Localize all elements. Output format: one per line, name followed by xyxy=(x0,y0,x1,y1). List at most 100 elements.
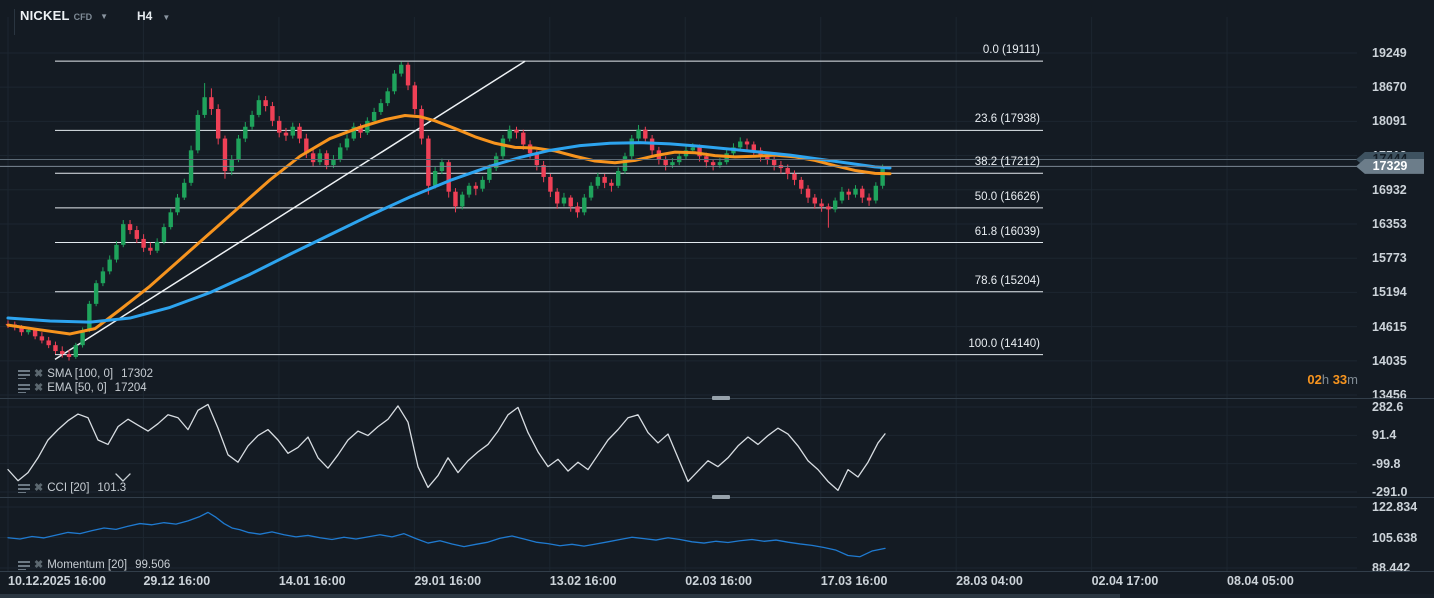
price-axis-label: 16932 xyxy=(1372,182,1407,197)
candle-body xyxy=(480,179,485,189)
candle-body xyxy=(860,188,865,198)
cci-line xyxy=(7,403,886,492)
candle-body xyxy=(582,197,587,213)
cci-label: CCI [20] xyxy=(47,482,90,494)
time-axis-label: 28.03 04:00 xyxy=(956,574,1023,588)
symbol-market-type: CFD xyxy=(73,11,93,22)
indicator-delete-icon[interactable]: ✖ xyxy=(34,381,44,394)
candle-body xyxy=(229,159,234,172)
sma-label: SMA [100, 0] xyxy=(47,368,114,380)
chevron-down-icon: ▼ xyxy=(162,12,171,22)
cci-axis-label: -291.0 xyxy=(1372,485,1408,499)
candle-body xyxy=(270,106,275,121)
candle-body xyxy=(500,138,506,157)
indicator-delete-icon[interactable]: ✖ xyxy=(34,367,44,380)
candle-body xyxy=(880,166,885,186)
timeframe-label: H4 xyxy=(137,9,153,23)
price-axis-label: 19249 xyxy=(1372,46,1407,60)
candle-body xyxy=(832,200,838,210)
candle-body xyxy=(236,138,241,160)
panel-resize-handle[interactable] xyxy=(712,495,730,499)
candle-body xyxy=(643,129,648,139)
horizontal-scrollbar[interactable] xyxy=(0,594,1434,598)
candle-body xyxy=(473,185,479,189)
candle-body xyxy=(819,203,824,207)
indicator-delete-icon[interactable]: ✖ xyxy=(34,481,44,494)
candle-body xyxy=(26,329,31,333)
candle-body xyxy=(717,162,723,166)
candle-body xyxy=(629,138,634,157)
candle-body xyxy=(66,354,72,357)
panel-resize-handle[interactable] xyxy=(712,396,730,400)
candle-body xyxy=(636,129,641,139)
indicator-row-ema: ✖ EMA [50, 0] 17204 xyxy=(18,382,147,394)
time-axis-label: 29.01 16:00 xyxy=(414,574,482,588)
fibonacci-level-label: 78.6 (15204) xyxy=(974,274,1040,287)
momentum-axis-label: 88.442 xyxy=(1372,561,1411,575)
axis-separator xyxy=(0,571,1434,572)
cci-axis-label: -99.8 xyxy=(1372,456,1401,471)
indicator-settings-icon[interactable] xyxy=(18,369,30,379)
candle-body xyxy=(100,271,106,284)
candle-body xyxy=(358,126,363,133)
price-axis-label: 18670 xyxy=(1372,80,1407,95)
candle-body xyxy=(249,114,255,127)
momentum-line xyxy=(7,511,886,558)
candle-body xyxy=(121,224,126,245)
indicator-delete-icon[interactable]: ✖ xyxy=(34,558,44,571)
candle-body xyxy=(812,197,818,204)
ema-50-line xyxy=(6,114,892,336)
chart-header: NICKEL CFD ▼ H4 ▼ xyxy=(0,0,1434,35)
price-axis-label: 14615 xyxy=(1372,319,1407,334)
indicator-row-momentum: ✖ Momentum [20] 99.506 xyxy=(18,559,170,571)
candle-body xyxy=(53,345,58,352)
header-divider xyxy=(14,9,15,35)
candle-body xyxy=(805,188,811,198)
momentum-label: Momentum [20] xyxy=(47,559,128,571)
candle-body xyxy=(792,173,797,180)
timeframe-dropdown[interactable]: H4 ▼ xyxy=(137,9,170,23)
candle-body xyxy=(338,147,343,160)
candle-body xyxy=(175,197,180,213)
candle-body xyxy=(202,97,207,115)
candle-body xyxy=(399,64,404,74)
candle-body xyxy=(460,194,465,207)
candle-body xyxy=(317,153,323,163)
time-axis-label: 10.12.2025 16:00 xyxy=(8,574,107,588)
candle-body xyxy=(60,351,65,355)
indicator-settings-icon[interactable] xyxy=(18,383,30,393)
candle-body xyxy=(39,336,45,341)
trend-line xyxy=(54,60,526,360)
candle-body xyxy=(432,171,438,186)
candle-body xyxy=(392,73,397,92)
scrollbar-thumb[interactable] xyxy=(0,594,1120,598)
fibonacci-level-label: 23.6 (17938) xyxy=(974,113,1040,126)
candle-countdown: 02h 33m xyxy=(1307,372,1358,387)
candle-body xyxy=(622,156,628,172)
candle-body xyxy=(561,197,567,204)
candle-body xyxy=(222,138,228,172)
candle-body xyxy=(453,191,458,207)
candle-body xyxy=(588,185,594,198)
candle-body xyxy=(507,129,512,139)
candle-body xyxy=(839,191,845,201)
time-axis-label: 02.04 17:00 xyxy=(1091,574,1159,588)
candle-body xyxy=(710,162,716,166)
symbol-name: NICKEL xyxy=(20,8,70,23)
candle-body xyxy=(738,141,743,148)
candle-body xyxy=(148,247,153,251)
time-axis-label: 17.03 16:00 xyxy=(820,574,888,588)
countdown-minutes-unit: m xyxy=(1347,372,1358,387)
indicator-settings-icon[interactable] xyxy=(18,483,30,493)
symbol-dropdown[interactable]: NICKEL CFD ▼ xyxy=(20,8,108,23)
candle-body xyxy=(297,126,302,139)
price-tag-current: 17329 xyxy=(1356,158,1424,174)
candle-body xyxy=(853,188,858,195)
indicator-settings-icon[interactable] xyxy=(18,560,30,570)
candle-body xyxy=(690,147,695,151)
ema-label: EMA [50, 0] xyxy=(47,382,107,394)
candle-body xyxy=(310,153,316,163)
candle-body xyxy=(521,132,526,145)
candle-body xyxy=(182,182,187,198)
